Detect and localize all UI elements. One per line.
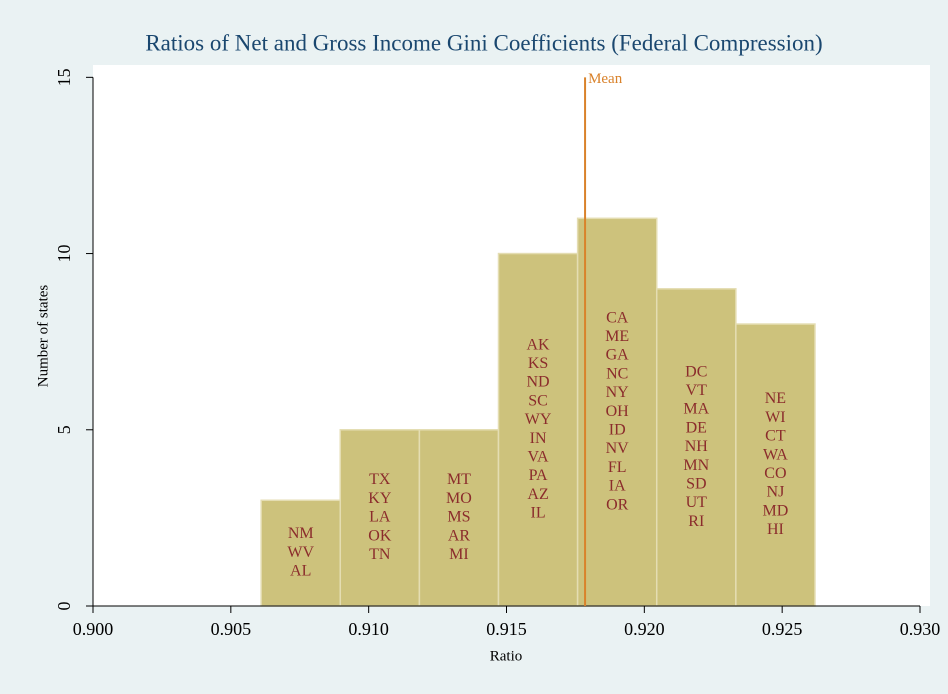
x-tick-label: 0.900 bbox=[73, 619, 114, 639]
state-label: OR bbox=[606, 496, 629, 513]
state-label: NE bbox=[765, 390, 786, 407]
state-label: MN bbox=[683, 457, 709, 474]
x-tick-label: 0.925 bbox=[762, 619, 803, 639]
state-label: AK bbox=[527, 336, 551, 353]
x-axis-title: Ratio bbox=[490, 648, 523, 664]
state-label: NH bbox=[685, 438, 709, 455]
state-label: AZ bbox=[527, 486, 548, 503]
bar bbox=[655, 288, 737, 607]
y-tick-label: 0 bbox=[54, 602, 74, 611]
mean-label: Mean bbox=[588, 71, 623, 87]
state-label: OK bbox=[368, 527, 392, 544]
y-tick-label: 10 bbox=[54, 245, 74, 263]
y-tick-label: 15 bbox=[54, 68, 74, 86]
state-label: WY bbox=[525, 411, 552, 428]
state-label: AL bbox=[290, 563, 311, 580]
x-tick-label: 0.930 bbox=[900, 619, 941, 639]
state-label: OH bbox=[606, 403, 630, 420]
y-tick-label: 5 bbox=[54, 425, 74, 434]
state-label: SC bbox=[528, 392, 548, 409]
state-label: GA bbox=[606, 347, 630, 364]
x-tick-label: 0.905 bbox=[211, 619, 252, 639]
state-label: WV bbox=[287, 544, 314, 561]
state-label: MI bbox=[449, 546, 469, 563]
state-label: ID bbox=[609, 422, 626, 439]
state-label: DE bbox=[686, 419, 707, 436]
bar bbox=[735, 323, 816, 607]
state-label: VT bbox=[686, 382, 708, 399]
bar bbox=[576, 217, 658, 607]
state-label: TN bbox=[369, 546, 391, 563]
state-label: MA bbox=[683, 401, 709, 418]
x-tick-label: 0.915 bbox=[486, 619, 527, 639]
state-label: RI bbox=[688, 513, 704, 530]
state-label: NJ bbox=[767, 484, 785, 501]
state-label: NY bbox=[606, 384, 630, 401]
chart-title: Ratios of Net and Gross Income Gini Coef… bbox=[145, 30, 822, 55]
state-label: HI bbox=[767, 521, 784, 538]
state-label: KS bbox=[528, 355, 548, 372]
state-label: WI bbox=[765, 409, 785, 426]
state-label: ND bbox=[527, 374, 550, 391]
state-label: NM bbox=[288, 525, 314, 542]
state-label: NV bbox=[606, 440, 630, 457]
state-label: ME bbox=[605, 328, 629, 345]
state-label: MO bbox=[446, 490, 472, 507]
bar bbox=[497, 252, 579, 607]
state-label: LA bbox=[369, 509, 391, 526]
state-label: IL bbox=[531, 505, 546, 522]
x-tick-label: 0.920 bbox=[624, 619, 665, 639]
state-label: AR bbox=[448, 527, 471, 544]
state-label: MD bbox=[763, 502, 789, 519]
state-label: VA bbox=[528, 449, 549, 466]
y-axis-title: Number of states bbox=[35, 285, 51, 388]
state-label: SD bbox=[686, 475, 706, 492]
state-label: WA bbox=[763, 446, 788, 463]
state-label: PA bbox=[529, 467, 548, 484]
state-label: MT bbox=[447, 471, 471, 488]
state-label: MS bbox=[447, 509, 470, 526]
state-label: IN bbox=[530, 430, 547, 447]
state-label: TX bbox=[369, 471, 391, 488]
state-label: FL bbox=[608, 459, 627, 476]
state-label: UT bbox=[686, 494, 708, 511]
state-label: IA bbox=[609, 478, 626, 495]
state-label: CO bbox=[764, 465, 786, 482]
x-tick-label: 0.910 bbox=[348, 619, 389, 639]
state-label: DC bbox=[685, 363, 707, 380]
state-label: CA bbox=[606, 309, 629, 326]
state-label: NC bbox=[606, 365, 628, 382]
state-label: KY bbox=[368, 490, 392, 507]
state-label: CT bbox=[765, 428, 786, 445]
